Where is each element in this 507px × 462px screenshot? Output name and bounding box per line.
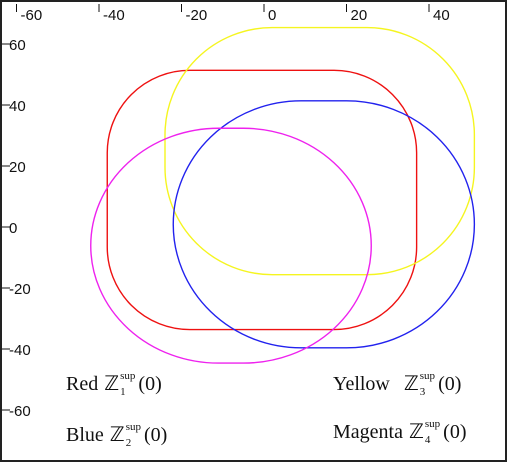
y-tick-label: 20 bbox=[9, 159, 26, 176]
curves bbox=[90, 26, 476, 364]
legend-argument: (0) bbox=[144, 424, 167, 446]
legend-symbol: ℤ bbox=[409, 421, 424, 443]
x-tick-label: 20 bbox=[351, 7, 368, 24]
legend-argument: (0) bbox=[443, 421, 466, 443]
legend-argument: (0) bbox=[138, 373, 161, 395]
x-tick-label: -20 bbox=[186, 7, 208, 24]
legend-superscript: sup bbox=[425, 418, 441, 430]
y-tick-label: -60 bbox=[9, 403, 31, 420]
legend-superscript: sup bbox=[126, 421, 142, 433]
legend-subscript: 3 bbox=[420, 386, 426, 398]
x-tick-label: 40 bbox=[433, 7, 450, 24]
legend-symbol: ℤ bbox=[110, 424, 125, 446]
legend-label: Blue bbox=[66, 424, 104, 446]
blue-curve bbox=[172, 100, 476, 349]
y-tick-label: 0 bbox=[9, 220, 17, 237]
legend-subscript: 4 bbox=[425, 434, 431, 446]
legend-superscript: sup bbox=[120, 370, 136, 382]
legend-subscript: 1 bbox=[120, 386, 126, 398]
y-tick-label: -40 bbox=[9, 342, 31, 359]
y-tick-label: 60 bbox=[9, 37, 26, 54]
axes: -60 -40 -20 0 20 40 60 40 20 0 -20 -40 -60 bbox=[2, 4, 450, 420]
legend-label: Red bbox=[66, 373, 98, 395]
yellow-curve bbox=[164, 26, 476, 276]
legend-argument: (0) bbox=[438, 373, 461, 395]
x-tick-label: -40 bbox=[103, 7, 125, 24]
legend-subscript: 2 bbox=[126, 437, 132, 449]
x-tick-label: 0 bbox=[268, 7, 276, 24]
legend-symbol: ℤ bbox=[104, 373, 119, 395]
legend-superscript: sup bbox=[420, 370, 436, 382]
y-tick-label: 40 bbox=[9, 98, 26, 115]
magenta-curve bbox=[90, 127, 372, 364]
legend-symbol: ℤ bbox=[404, 373, 419, 395]
x-tick-label: -60 bbox=[21, 7, 43, 24]
legend-label: Magenta bbox=[333, 421, 403, 443]
y-tick-label: -20 bbox=[9, 281, 31, 298]
legend-label: Yellow bbox=[333, 373, 390, 395]
red-curve bbox=[106, 69, 418, 331]
